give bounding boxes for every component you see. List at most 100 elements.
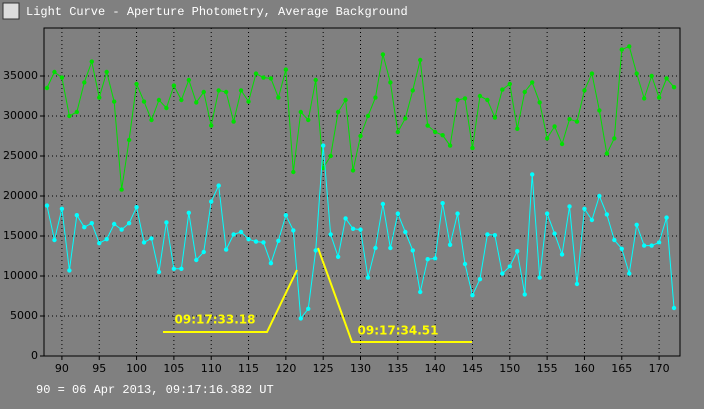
- point: [567, 204, 572, 209]
- point: [567, 117, 572, 122]
- point: [111, 99, 117, 104]
- point: [432, 256, 438, 261]
- point: [589, 217, 595, 223]
- chart-title: Light Curve - Aperture Photometry, Avera…: [26, 5, 408, 19]
- point: [432, 129, 438, 135]
- point: [238, 88, 244, 93]
- point: [134, 205, 139, 210]
- point: [134, 81, 139, 87]
- point: [126, 137, 132, 143]
- x-tick-label: 110: [201, 362, 222, 375]
- point: [462, 96, 468, 101]
- point: [306, 306, 311, 311]
- point: [582, 206, 587, 211]
- point: [403, 116, 408, 121]
- point: [395, 211, 401, 216]
- point: [634, 71, 639, 76]
- x-tick-label: 140: [425, 362, 446, 375]
- point: [552, 124, 557, 129]
- point: [358, 133, 363, 139]
- point: [268, 76, 274, 81]
- point: [574, 281, 580, 287]
- point: [522, 89, 527, 95]
- y-tick-label: 10000: [3, 269, 38, 282]
- point: [492, 115, 498, 120]
- point: [74, 109, 80, 115]
- point: [343, 216, 348, 221]
- point: [671, 85, 677, 90]
- point: [664, 76, 669, 81]
- point: [328, 153, 333, 159]
- x-tick-label: 170: [649, 362, 670, 375]
- point: [246, 99, 251, 104]
- point: [470, 145, 475, 151]
- point: [253, 239, 259, 244]
- point: [186, 210, 192, 215]
- y-tick-label: 0: [31, 349, 38, 362]
- point: [649, 73, 654, 79]
- x-tick-label: 135: [387, 362, 408, 375]
- point: [179, 266, 184, 271]
- point: [201, 249, 206, 255]
- point: [253, 71, 259, 76]
- annotation: 09:17:34.51: [358, 324, 439, 338]
- point: [238, 229, 244, 235]
- point: [604, 212, 610, 217]
- point: [194, 257, 199, 263]
- point: [462, 261, 468, 267]
- point: [231, 119, 236, 124]
- point: [350, 226, 356, 231]
- point: [612, 237, 617, 243]
- point: [291, 169, 296, 175]
- point: [582, 88, 587, 93]
- point: [477, 93, 483, 99]
- y-tick-label: 35000: [3, 69, 38, 82]
- point: [365, 113, 371, 119]
- annotation: 09:17:33.18: [175, 313, 256, 327]
- point: [335, 254, 341, 259]
- point: [67, 113, 72, 119]
- point: [216, 88, 221, 93]
- point: [537, 100, 542, 105]
- point: [425, 123, 430, 128]
- y-tick-label: 5000: [10, 309, 38, 322]
- point: [291, 228, 296, 233]
- point: [156, 269, 162, 275]
- x-tick-label: 125: [313, 362, 334, 375]
- point: [380, 52, 386, 57]
- x-tick-label: 120: [275, 362, 296, 375]
- point: [365, 275, 371, 280]
- point: [141, 240, 147, 245]
- point: [537, 275, 542, 280]
- point: [477, 277, 483, 282]
- point: [656, 95, 662, 100]
- point: [231, 232, 236, 237]
- point: [597, 193, 602, 199]
- point: [164, 220, 169, 225]
- point: [119, 187, 124, 192]
- x-tick-label: 160: [574, 362, 595, 375]
- point: [74, 213, 80, 218]
- point: [313, 77, 318, 83]
- point: [619, 246, 624, 251]
- point: [440, 133, 445, 138]
- annotation-line: [317, 247, 472, 343]
- point: [418, 289, 423, 295]
- point: [52, 237, 57, 243]
- point: [552, 231, 557, 236]
- point: [201, 89, 206, 95]
- point: [529, 172, 535, 177]
- point: [544, 136, 550, 141]
- point: [574, 119, 580, 124]
- point: [410, 88, 415, 93]
- point: [388, 245, 393, 251]
- point: [500, 87, 505, 92]
- point: [335, 109, 341, 115]
- point: [298, 316, 303, 321]
- point: [500, 271, 505, 276]
- point: [395, 129, 401, 135]
- point: [559, 141, 565, 147]
- point: [283, 67, 289, 72]
- plot-frame: [43, 27, 681, 357]
- point: [52, 69, 57, 75]
